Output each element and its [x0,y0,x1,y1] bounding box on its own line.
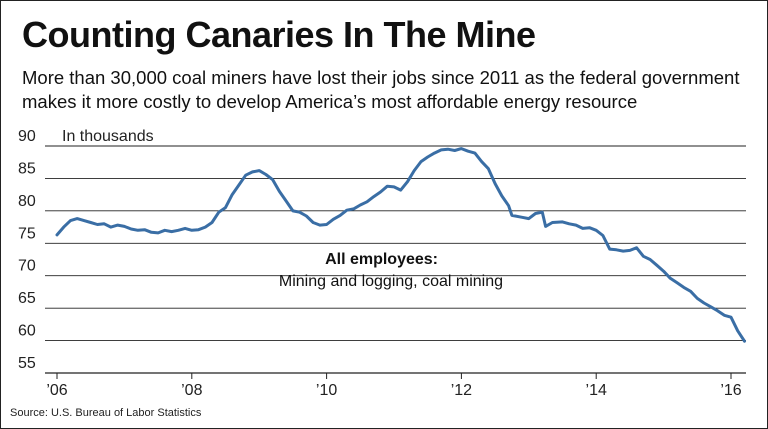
y-tick-label: 55 [18,355,36,372]
y-tick-label: 85 [18,160,36,177]
x-axis-ticks: ’06 ’08 ’10 ’12 ’14 ’16 [46,373,742,399]
source-note: Source: U.S. Bureau of Labor Statistics [10,407,202,419]
x-tick-label: ’10 [316,382,337,399]
x-tick-label: ’08 [181,382,202,399]
y-tick-label: 90 [18,128,36,145]
chart-title: Counting Canaries In The Mine [22,14,536,55]
y-tick-label: 75 [18,225,36,242]
y-axis-unit-label: In thousands [62,128,154,145]
y-tick-label: 60 [18,323,36,340]
y-tick-label: 80 [18,193,36,210]
x-tick-label: ’06 [46,382,67,399]
grid-lines [45,145,746,374]
series-label-subtitle: Mining and logging, coal mining [279,273,503,290]
y-tick-label: 70 [18,258,36,275]
x-tick-label: ’12 [451,382,472,399]
series-label-title: All employees: [325,251,438,268]
chart-subtitle: More than 30,000 coal miners have lost t… [22,67,740,112]
series-line-0 [55,147,746,343]
x-tick-label: ’16 [720,382,741,399]
y-tick-label: 65 [18,290,36,307]
series-layer [55,147,746,343]
x-tick-label: ’14 [586,382,607,399]
y-axis-ticks: 55 60 65 70 75 80 85 90 [18,128,36,372]
